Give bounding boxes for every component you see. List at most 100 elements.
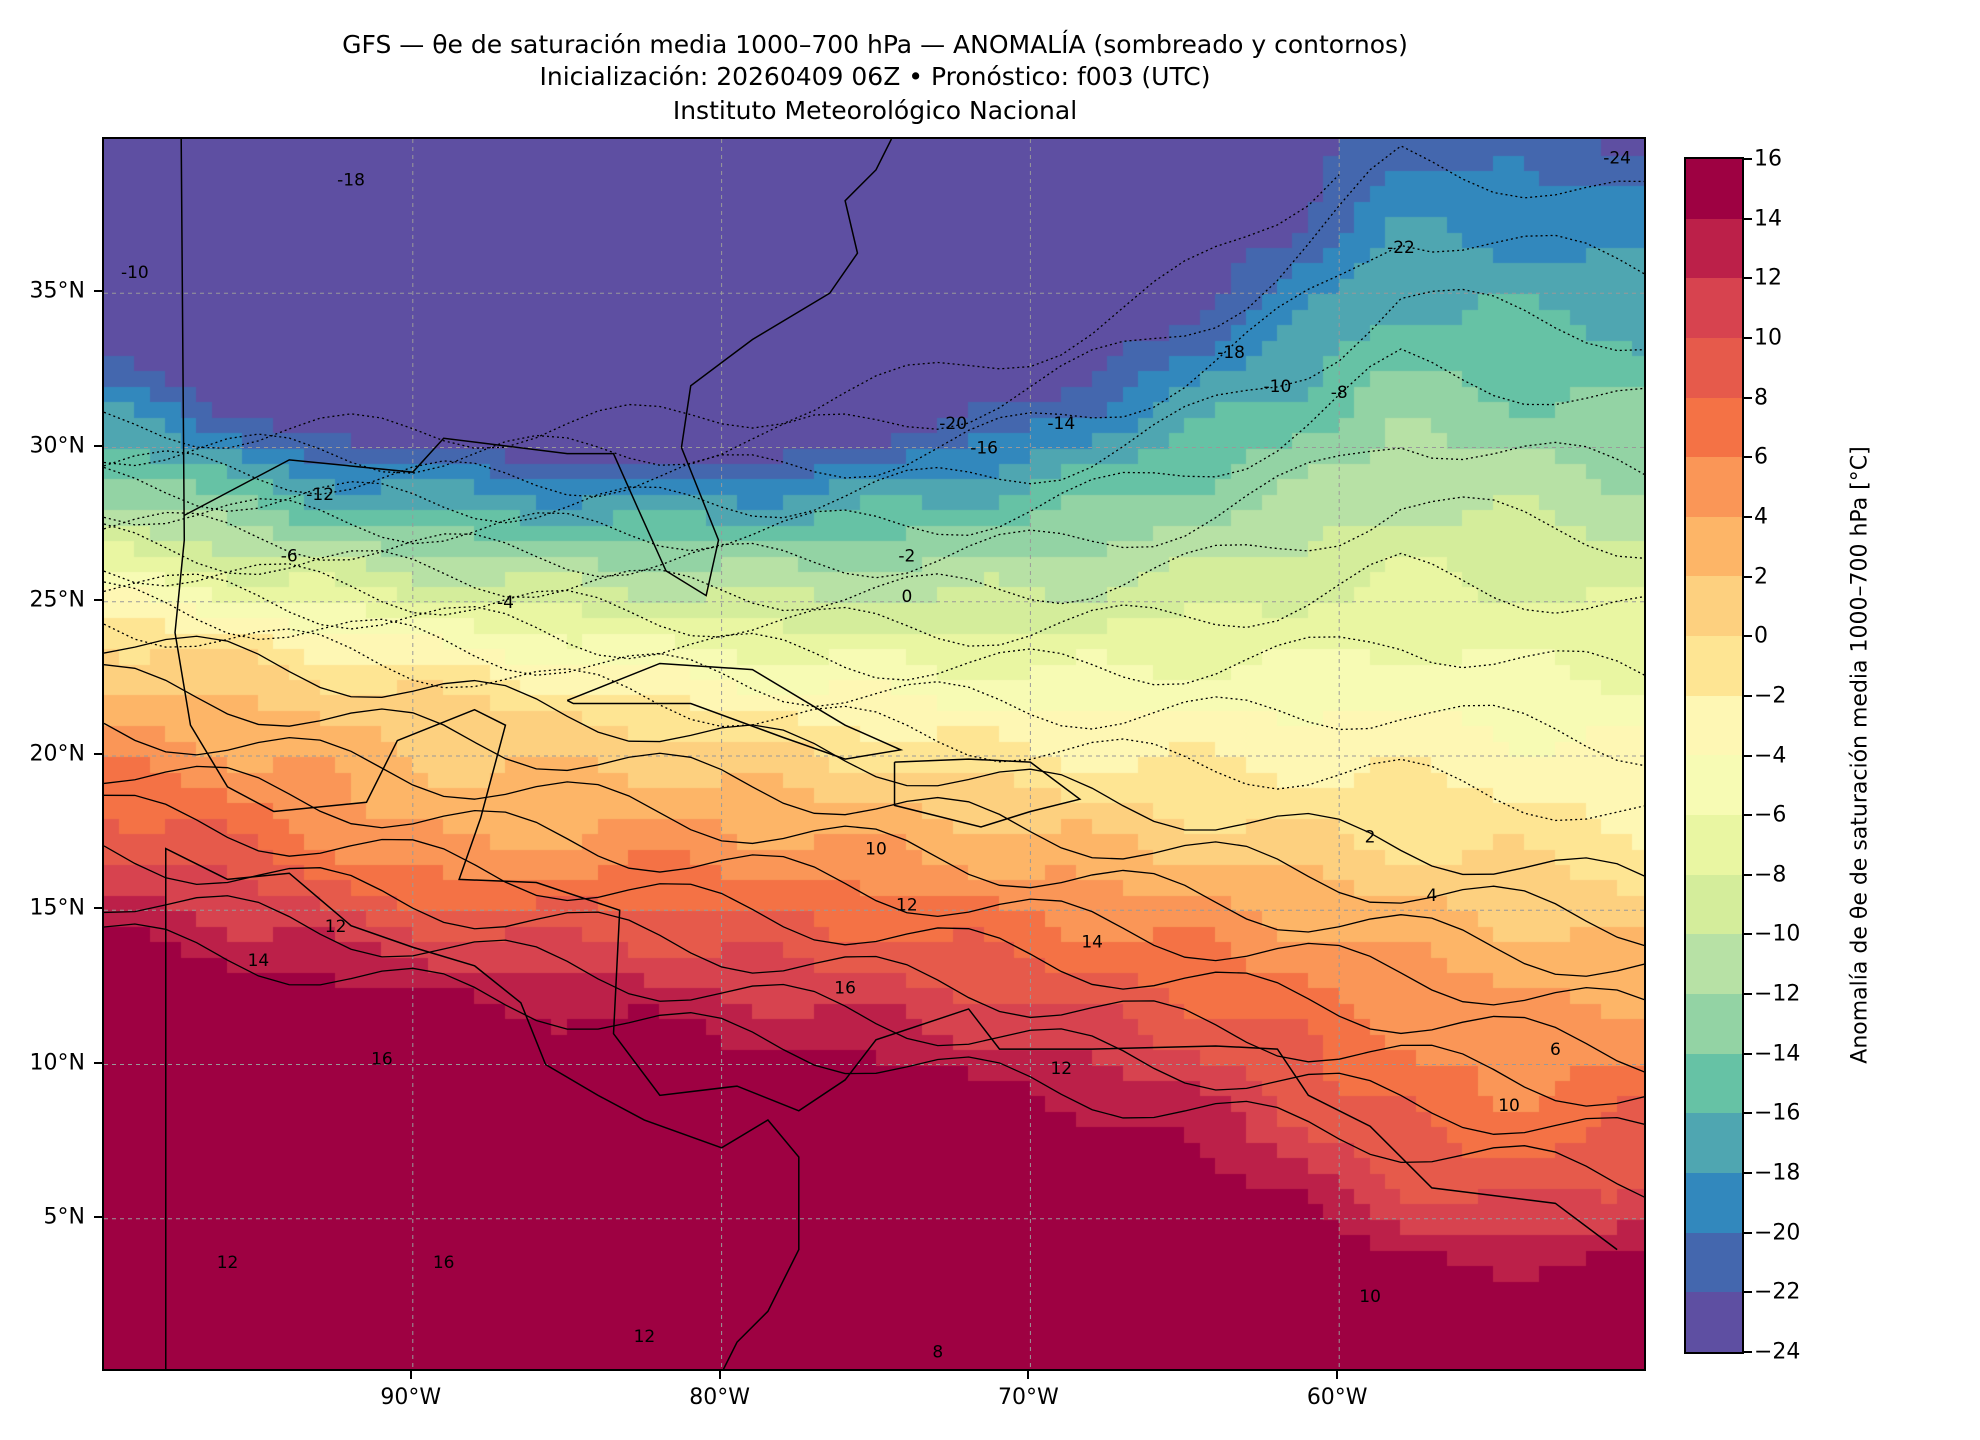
contour-label: -14: [1047, 414, 1075, 434]
contour-label: -20: [939, 414, 967, 434]
y-tick-label: 25°N: [29, 587, 85, 613]
colorbar-tick-mark: [1744, 993, 1752, 996]
colorbar-tick-label: 10: [1754, 325, 1782, 351]
coastline: [183, 139, 893, 597]
x-tick-mark: [1027, 1371, 1030, 1379]
y-tick-label: 20°N: [29, 741, 85, 767]
colorbar-swatch: [1686, 1113, 1742, 1174]
colorbar-tick-mark: [1744, 575, 1752, 578]
colorbar-swatch: [1686, 218, 1742, 279]
colorbar-swatch: [1686, 278, 1742, 338]
colorbar-tick-mark: [1744, 933, 1752, 936]
colorbar-swatch: [1686, 1292, 1742, 1352]
contour-label: 16: [834, 979, 856, 999]
contour-label: -10: [121, 263, 149, 283]
contour-label: 12: [1050, 1059, 1072, 1079]
colorbar-tick-label: −12: [1754, 981, 1801, 1007]
colorbar-swatch: [1686, 158, 1742, 219]
coastline: [893, 758, 1082, 828]
chart-subtitle-institution: Instituto Meteorológico Nacional: [672, 96, 1078, 125]
contour-line: [104, 923, 1644, 1198]
colorbar-tick-label: 6: [1754, 444, 1768, 470]
colorbar-swatch: [1686, 755, 1742, 816]
contour-label: -18: [337, 170, 365, 190]
y-tick-mark: [94, 290, 102, 293]
contour-line: [104, 234, 1644, 498]
colorbar-tick-mark: [1744, 336, 1752, 339]
contour-line: [104, 664, 1644, 947]
contour-label: 12: [325, 917, 347, 937]
colorbar-tick-label: −18: [1754, 1160, 1801, 1186]
y-tick-mark: [94, 444, 102, 447]
contour-label: 16: [371, 1050, 393, 1070]
colorbar-tick-label: 0: [1754, 623, 1768, 649]
colorbar-tick-mark: [1744, 1231, 1752, 1234]
contour-label: 14: [1081, 932, 1103, 952]
contour-line: [104, 765, 1644, 1006]
colorbar-tick-label: −16: [1754, 1100, 1801, 1126]
contour-line: [104, 895, 1644, 1135]
colorbar-tick-label: −4: [1754, 743, 1787, 768]
colorbar-swatch: [1686, 994, 1742, 1054]
colorbar-swatch: [1686, 815, 1742, 875]
contour-label: 8: [932, 1343, 943, 1363]
contour-label: 12: [634, 1327, 656, 1347]
colorbar-tick-mark: [1744, 1291, 1752, 1294]
contour-line: [104, 174, 1340, 449]
y-tick-label: 15°N: [29, 895, 85, 921]
colorbar-tick-label: −24: [1754, 1339, 1801, 1365]
contour-label: -8: [1331, 383, 1348, 403]
contour-label: -4: [497, 593, 514, 613]
contour-line: [104, 552, 1644, 647]
colorbar-tick-mark: [1744, 1052, 1752, 1055]
x-tick-mark: [409, 1371, 412, 1379]
colorbar-tick-mark: [1744, 396, 1752, 399]
colorbar-tick-mark: [1744, 635, 1752, 638]
contour-label: 16: [433, 1253, 455, 1273]
colorbar-tick-label: −2: [1754, 683, 1787, 709]
y-tick-label: 5°N: [43, 1204, 85, 1230]
colorbar-tick-mark: [1744, 158, 1752, 160]
contour-label: 6: [1550, 1040, 1561, 1060]
colorbar-tick-label: 2: [1754, 564, 1768, 590]
colorbar-tick-label: −20: [1754, 1220, 1801, 1246]
y-tick-label: 10°N: [29, 1050, 85, 1075]
colorbar-tick-mark: [1744, 277, 1752, 280]
colorbar-swatch: [1686, 397, 1742, 458]
coastline: [566, 662, 904, 760]
contour-label: 10: [1498, 1096, 1520, 1116]
colorbar-label: Anomalía de θe de saturación media 1000–…: [1847, 446, 1873, 1064]
colorbar-swatch: [1686, 1053, 1742, 1114]
contour-label: -24: [1603, 149, 1631, 169]
x-tick-label: 80°W: [689, 1385, 750, 1410]
colorbar-tick-label: 12: [1754, 265, 1782, 291]
colorbar-swatch: [1686, 1173, 1742, 1233]
map-overlay: -18-10-12-6-4-20-20-16-14-10 -8-18-22-241…: [104, 139, 1644, 1369]
colorbar-tick-label: −6: [1754, 802, 1787, 828]
colorbar-swatch: [1686, 516, 1742, 577]
y-tick-label: 30°N: [29, 433, 85, 458]
colorbar-swatch: [1686, 636, 1742, 696]
colorbar-swatch: [1686, 457, 1742, 517]
contour-label: -6: [281, 547, 298, 567]
colorbar-tick-mark: [1744, 1112, 1752, 1115]
contour-line: [104, 496, 1644, 612]
colorbar-swatch: [1686, 337, 1742, 398]
colorbar-tick-mark: [1744, 1172, 1752, 1175]
contour-label: 14: [248, 951, 270, 971]
colorbar-tick-label: −22: [1754, 1279, 1801, 1305]
colorbar-tick-mark: [1744, 814, 1752, 817]
contour-label: -2: [898, 547, 915, 567]
colorbar-swatch: [1686, 695, 1742, 756]
colorbar-tick-mark: [1744, 694, 1752, 697]
contour-label: 10: [865, 840, 887, 860]
contour-label: -10: [1264, 377, 1292, 397]
x-tick-mark: [718, 1371, 721, 1379]
contour-label: -22: [1387, 238, 1415, 258]
x-tick-mark: [1336, 1371, 1339, 1379]
x-tick-label: 60°W: [1306, 1385, 1368, 1410]
colorbar-swatch: [1686, 1232, 1742, 1293]
colorbar-tick-mark: [1744, 873, 1752, 876]
y-tick-mark: [94, 1215, 102, 1218]
contour-line: [104, 288, 1644, 524]
